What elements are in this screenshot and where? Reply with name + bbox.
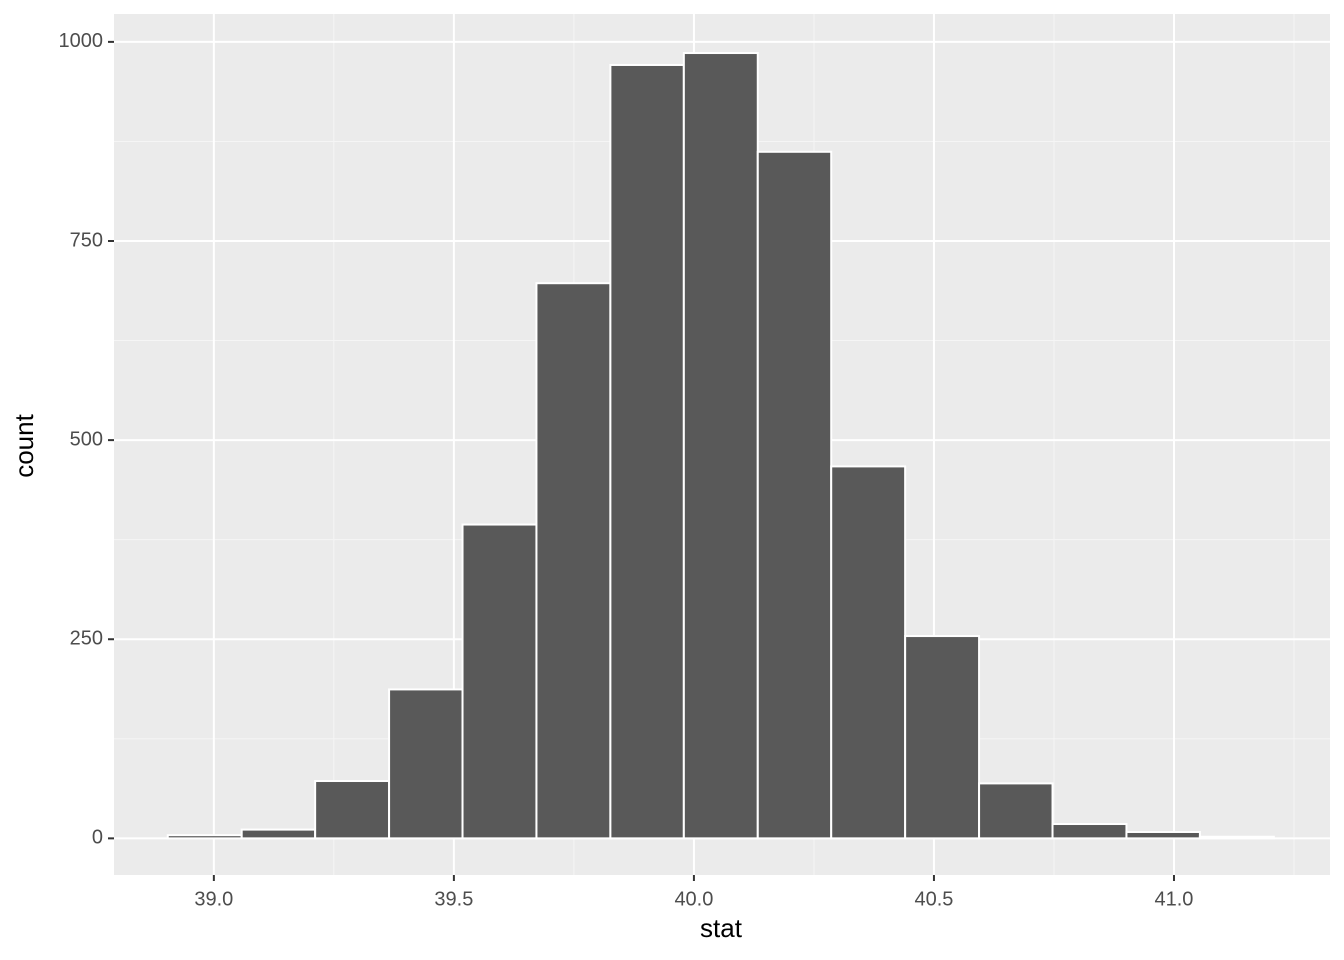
bar xyxy=(682,52,759,840)
y-tick-label: 0 xyxy=(92,827,103,849)
bar xyxy=(1198,835,1275,840)
y-tick-label: 500 xyxy=(70,428,103,450)
bar xyxy=(388,688,464,840)
y-axis-title: count xyxy=(9,413,39,477)
bar xyxy=(166,834,243,840)
bar xyxy=(904,635,981,840)
x-tick-label: 40.0 xyxy=(674,888,713,910)
bar xyxy=(1051,823,1128,840)
bar xyxy=(830,465,907,840)
y-tick-label: 250 xyxy=(70,628,103,650)
x-tick-label: 40.5 xyxy=(914,888,953,910)
bar xyxy=(314,780,391,840)
bar xyxy=(1125,830,1201,840)
y-tick-label: 750 xyxy=(70,229,103,251)
x-axis-title: stat xyxy=(700,913,743,943)
bar xyxy=(461,523,538,840)
bar xyxy=(756,150,833,840)
x-tick-label: 39.0 xyxy=(194,888,233,910)
bar xyxy=(535,282,612,840)
bar xyxy=(978,782,1054,840)
bar xyxy=(609,63,685,840)
y-tick-label: 1000 xyxy=(59,30,104,52)
x-tick-label: 39.5 xyxy=(434,888,473,910)
x-tick-label: 41.0 xyxy=(1155,888,1194,910)
bar xyxy=(240,828,317,840)
